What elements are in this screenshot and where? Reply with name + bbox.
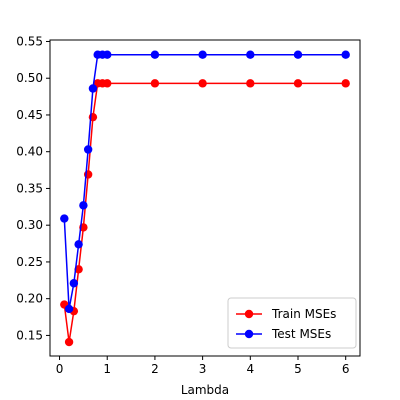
y-tick-label: 0.55 bbox=[16, 34, 43, 48]
data-point-train-mses bbox=[64, 337, 74, 347]
plot-frame bbox=[49, 39, 361, 357]
data-point-train-mses bbox=[103, 79, 112, 88]
series-line-test-mses bbox=[63, 53, 346, 310]
x-axis-label: Lambda bbox=[181, 383, 229, 397]
y-tick-label: 0.30 bbox=[16, 218, 43, 232]
y-axis-ticks: 0.15 0.20 0.25 0.30 0.35 0.40 0.45 0.50 0.55 bbox=[16, 34, 50, 342]
data-point-test-mses bbox=[83, 145, 93, 154]
y-tick-label: 0.50 bbox=[16, 71, 43, 85]
x-tick-label: 6 bbox=[342, 362, 350, 376]
data-point-test-mses bbox=[103, 50, 112, 59]
data-point-test-mses bbox=[60, 214, 69, 223]
data-point-train-mses bbox=[246, 79, 255, 88]
data-point-train-mses bbox=[150, 79, 160, 88]
y-tick-label: 0.25 bbox=[16, 255, 43, 269]
legend-label: Train MSEs bbox=[271, 307, 336, 321]
data-point-test-mses bbox=[74, 240, 83, 249]
legend-entry-train-mses: Train MSEs bbox=[236, 307, 336, 321]
legend: Train MSEs Test MSEs bbox=[227, 297, 357, 349]
data-point-test-mses bbox=[69, 279, 79, 288]
data-point-test-mses bbox=[79, 201, 88, 210]
data-point-test-mses bbox=[150, 50, 160, 59]
legend-marker bbox=[244, 309, 254, 319]
x-tick-label: 2 bbox=[151, 362, 159, 376]
legend-entry-test-mses: Test MSEs bbox=[236, 327, 331, 341]
x-tick-label: 0 bbox=[56, 362, 64, 376]
y-tick-label: 0.45 bbox=[16, 108, 43, 122]
series-layer bbox=[60, 50, 350, 347]
series-test-mses bbox=[60, 50, 350, 314]
legend-label: Test MSEs bbox=[271, 327, 331, 341]
x-tick-label: 1 bbox=[103, 362, 111, 376]
x-tick-label: 3 bbox=[199, 362, 207, 376]
data-point-test-mses bbox=[64, 304, 74, 314]
y-tick-label: 0.40 bbox=[16, 145, 43, 159]
x-tick-label: 5 bbox=[294, 362, 302, 376]
data-point-train-mses bbox=[341, 79, 350, 88]
data-point-train-mses bbox=[293, 79, 303, 88]
data-point-test-mses bbox=[88, 84, 98, 93]
data-point-test-mses bbox=[341, 50, 350, 59]
legend-box bbox=[227, 297, 357, 349]
data-point-test-mses bbox=[246, 50, 255, 59]
y-tick-label: 0.35 bbox=[16, 181, 43, 195]
data-point-train-mses bbox=[198, 79, 207, 88]
series-train-mses bbox=[60, 79, 350, 347]
x-axis-ticks: 0 1 2 3 4 5 6 bbox=[56, 356, 350, 376]
y-tick-label: 0.15 bbox=[16, 328, 43, 342]
y-tick-label: 0.20 bbox=[16, 292, 43, 306]
data-point-test-mses bbox=[293, 50, 303, 59]
legend-marker bbox=[244, 329, 254, 339]
x-tick-label: 4 bbox=[246, 362, 254, 376]
data-point-test-mses bbox=[198, 50, 207, 59]
